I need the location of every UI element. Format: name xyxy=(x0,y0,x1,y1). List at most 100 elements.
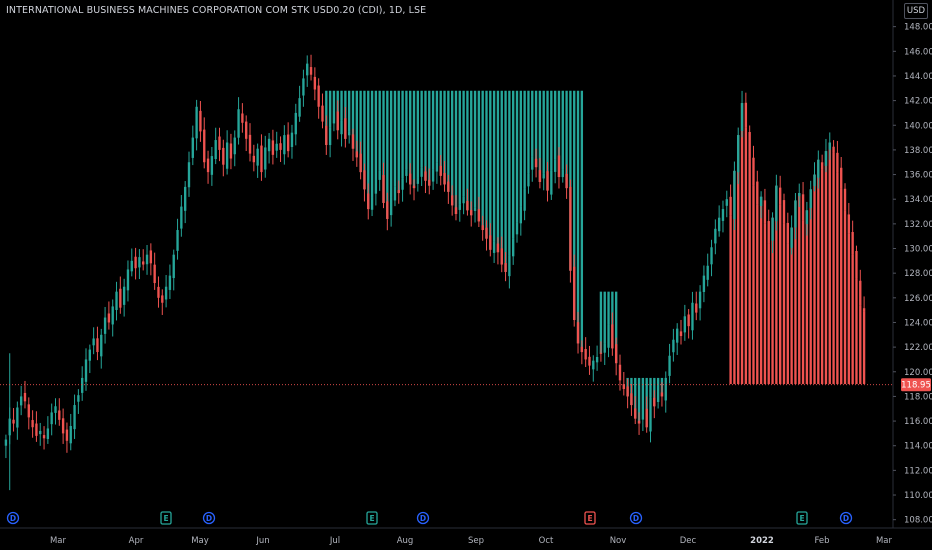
candle-body xyxy=(695,303,698,313)
candle-body xyxy=(382,175,385,203)
block-bar xyxy=(759,196,763,385)
candle-body xyxy=(424,171,427,181)
candle-body xyxy=(512,238,515,257)
block-bar xyxy=(813,174,816,385)
time-tick-label: Feb xyxy=(814,536,829,546)
candle-body xyxy=(416,177,420,184)
candle-body xyxy=(573,266,576,320)
candle-body xyxy=(485,227,488,239)
block-bar xyxy=(382,90,385,203)
candle-body xyxy=(714,228,717,244)
candle-body xyxy=(546,171,549,191)
candle-body xyxy=(389,197,393,216)
candle-body xyxy=(454,207,458,214)
candle-body xyxy=(378,170,381,180)
candle-body xyxy=(756,181,759,205)
candle-body xyxy=(660,392,664,397)
candle-body xyxy=(309,67,313,75)
block-bar xyxy=(420,90,423,168)
block-bar xyxy=(531,90,534,157)
candle-body xyxy=(283,135,286,155)
candle-body xyxy=(325,125,328,145)
candle-body xyxy=(393,186,397,201)
price-tick-label: 112.00 xyxy=(904,466,932,476)
candle-body xyxy=(50,412,53,425)
block-bar xyxy=(443,90,446,185)
candle-body xyxy=(828,142,831,150)
candle-body xyxy=(214,140,217,160)
block-bar xyxy=(500,90,503,265)
candle-body xyxy=(401,178,404,190)
candle-body xyxy=(782,200,786,224)
candle-body xyxy=(367,193,370,210)
candle-body xyxy=(195,106,198,139)
block-bar xyxy=(386,90,389,219)
time-tick-label: Jun xyxy=(255,536,269,546)
time-tick-label: Apr xyxy=(129,536,144,546)
currency-button[interactable]: USD xyxy=(904,3,928,19)
last-price-label: 118.95 xyxy=(901,381,931,391)
candle-body xyxy=(233,137,236,155)
dividend-marker xyxy=(416,511,430,525)
candle-body xyxy=(428,179,431,186)
time-axis[interactable]: Mar Apr May Jun Jul Aug Sep Oct Nov Dec 2022 Feb Mar xyxy=(50,536,893,546)
candle-body xyxy=(203,129,206,163)
block-bar xyxy=(553,90,557,160)
candle-body xyxy=(809,189,812,209)
candle-body xyxy=(687,314,690,327)
candle-body xyxy=(42,435,46,439)
candle-body xyxy=(553,159,557,172)
candle-body xyxy=(634,408,637,419)
time-tick-label: May xyxy=(191,536,209,546)
time-tick-label: Mar xyxy=(876,536,893,546)
time-tick-label: Mar xyxy=(50,536,67,546)
candle-body xyxy=(103,317,107,334)
candle-body xyxy=(676,328,679,343)
candle-body xyxy=(611,324,614,349)
candle-body xyxy=(813,174,816,187)
candle-body xyxy=(672,339,675,353)
event-marker-label: D xyxy=(633,514,639,523)
candle-body xyxy=(65,429,69,441)
block-bar xyxy=(862,311,866,385)
candle-body xyxy=(363,170,366,190)
dividend-marker xyxy=(6,511,20,525)
candle-body xyxy=(752,157,755,186)
candle-body xyxy=(641,409,645,420)
candle-body xyxy=(386,201,389,219)
grid-layer xyxy=(0,0,932,529)
candle-body xyxy=(210,156,214,175)
block-bar xyxy=(599,291,603,354)
block-bar xyxy=(435,90,439,163)
candle-body xyxy=(721,209,725,221)
candle-body xyxy=(778,187,782,205)
block-bar xyxy=(424,90,427,181)
candle-body xyxy=(12,419,15,424)
earnings-marker xyxy=(366,511,378,525)
block-bar xyxy=(649,377,652,398)
price-tick-label: 136.00 xyxy=(904,171,932,181)
block-bar xyxy=(489,90,492,250)
candle-body xyxy=(683,316,687,333)
block-bar xyxy=(557,90,561,178)
candle-body xyxy=(54,406,57,413)
candle-body xyxy=(561,169,564,178)
block-bar xyxy=(454,90,458,214)
candle-body xyxy=(630,393,633,406)
candle-body xyxy=(515,222,519,235)
candle-body xyxy=(588,356,591,366)
block-bar xyxy=(809,189,812,385)
candle-body xyxy=(302,78,305,96)
block-bar xyxy=(603,291,606,344)
price-axis[interactable]: 108.00 110.00 112.00 114.00 116.00 118.00 120.… xyxy=(893,23,932,526)
candle-body xyxy=(306,63,309,76)
candle-body xyxy=(111,306,114,325)
candle-body xyxy=(664,377,667,401)
block-bar xyxy=(859,305,862,385)
block-bar xyxy=(607,291,610,325)
candle-body xyxy=(435,162,439,172)
candle-body xyxy=(347,131,351,136)
candle-body xyxy=(374,179,378,194)
block-bar xyxy=(542,90,545,174)
